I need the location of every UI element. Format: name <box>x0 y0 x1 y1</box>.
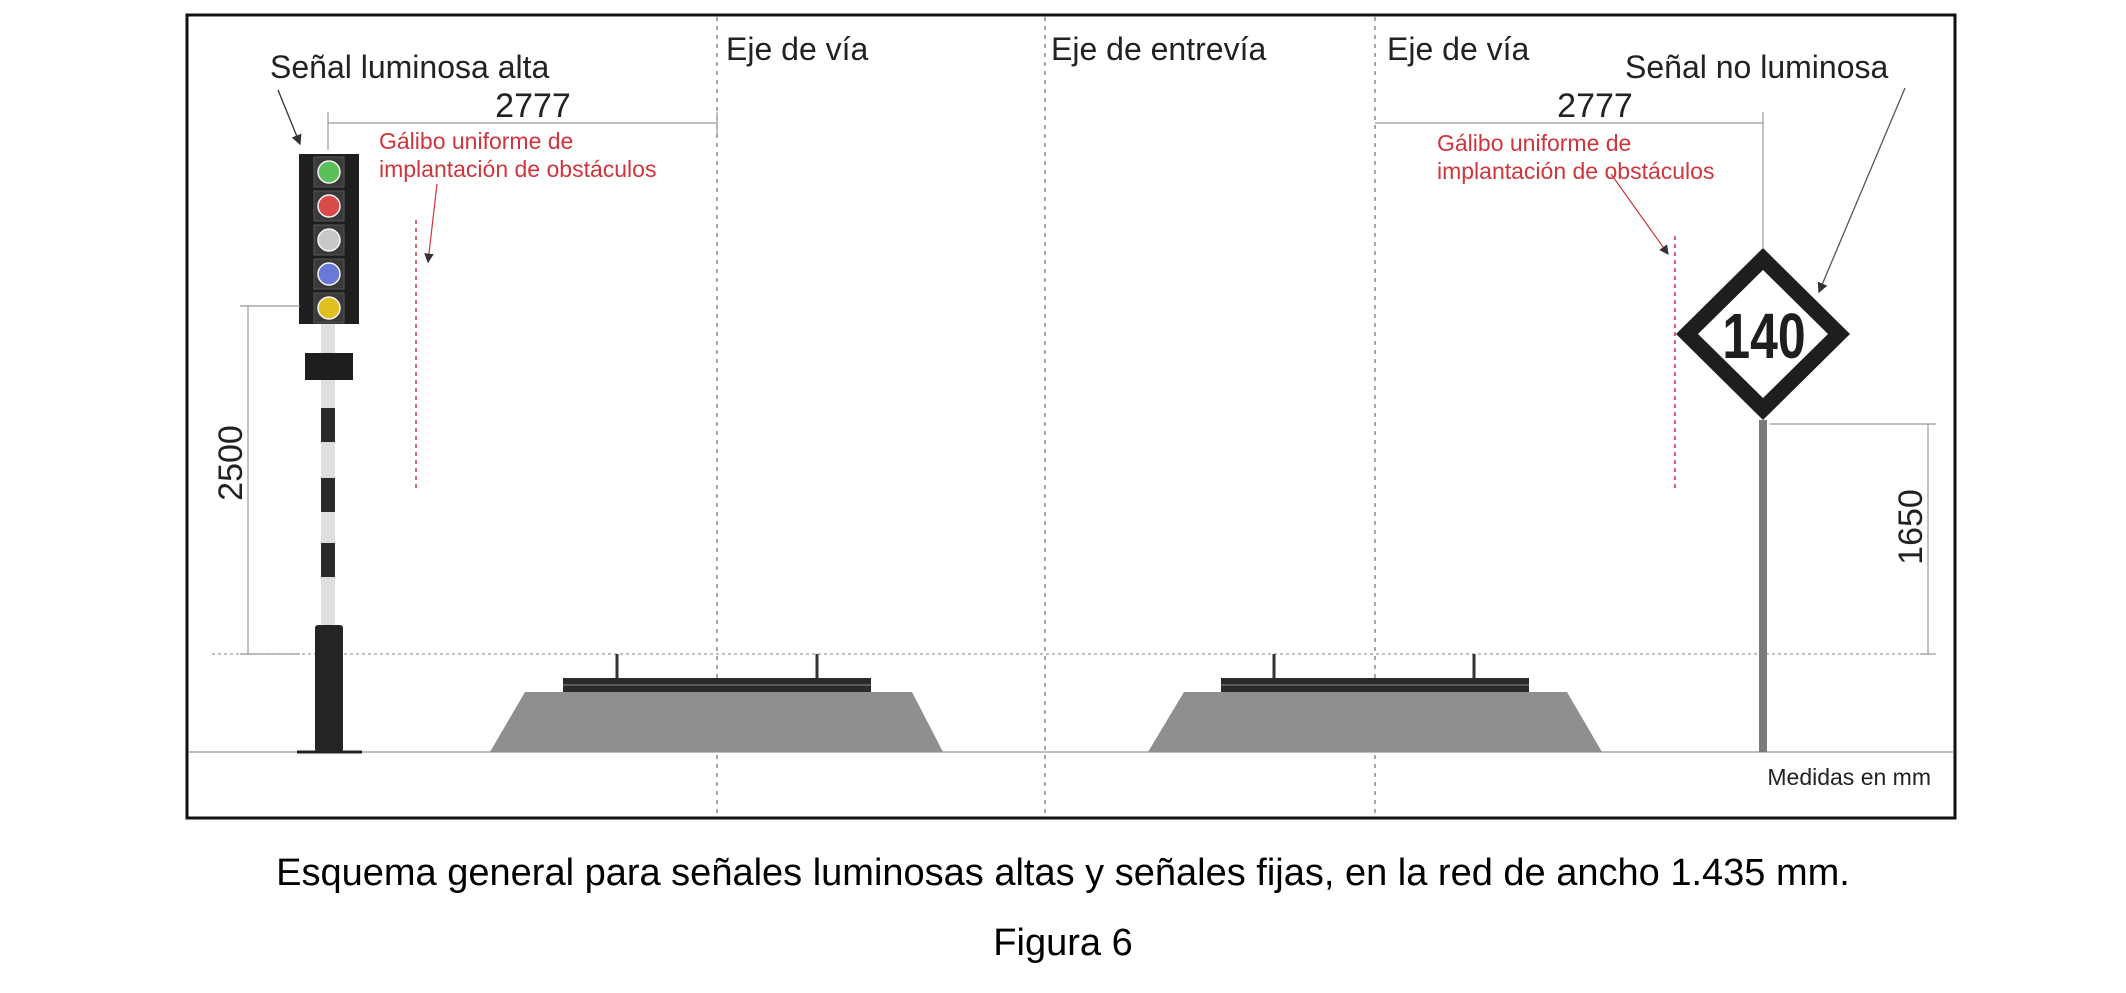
galibo-left-label-line1: Gálibo uniforme de <box>379 128 573 154</box>
track-left <box>490 654 943 752</box>
galibo-right-label-line2: implantación de obstáculos <box>1437 158 1714 184</box>
dimension-right-horizontal-value: 2777 <box>1557 87 1633 125</box>
figure-label: Figura 6 <box>993 922 1133 964</box>
eje-entrevia-label: Eje de entrevía <box>1051 31 1266 67</box>
ballast-left <box>490 692 943 752</box>
railway-signal-diagram: Eje de vía Eje de entrevía Eje de vía <box>185 13 1957 820</box>
sign-post <box>1759 420 1767 752</box>
dimension-left-horizontal: 2777 <box>327 87 718 150</box>
diagram-frame <box>185 13 1957 820</box>
signal-lamp <box>317 194 341 218</box>
senal-no-luminosa-label: Señal no luminosa <box>1625 49 1888 85</box>
galibo-right: Gálibo uniforme de implantación de obstá… <box>1437 130 1714 488</box>
eje-via-right-label: Eje de vía <box>1387 31 1530 67</box>
figure-caption: Esquema general para señales luminosas a… <box>276 852 1850 894</box>
signal-lamp <box>317 296 341 320</box>
senal-alta-label: Señal luminosa alta <box>270 49 549 85</box>
signal-junction-box <box>305 353 353 380</box>
medidas-label: Medidas en mm <box>1767 764 1931 790</box>
dimension-left-height: 2500 <box>212 305 300 655</box>
dimension-right-height-value: 1650 <box>1892 489 1930 565</box>
galibo-left: Gálibo uniforme de implantación de obstá… <box>379 128 656 488</box>
galibo-left-label-line2: implantación de obstáculos <box>379 156 656 182</box>
galibo-right-label-line1: Gálibo uniforme de <box>1437 130 1631 156</box>
dimension-right-horizontal: 2777 <box>1375 87 1764 248</box>
ballast-right <box>1148 692 1602 752</box>
signal-lamp <box>317 160 341 184</box>
senal-alta-leader <box>277 89 302 146</box>
senal-no-luminosa: 140 <box>1676 248 1850 752</box>
dimension-left-height-value: 2500 <box>212 425 250 501</box>
signal-base <box>315 625 343 752</box>
track-right <box>1148 654 1602 752</box>
signal-lamp <box>317 228 341 252</box>
eje-via-left-label: Eje de vía <box>726 31 869 67</box>
dimension-right-height: 1650 <box>1770 423 1936 655</box>
signal-lamp <box>317 262 341 286</box>
speed-sign-value: 140 <box>1722 301 1805 372</box>
senal-no-luminosa-leader <box>1817 87 1906 294</box>
dimension-left-horizontal-value: 2777 <box>495 87 571 125</box>
senal-luminosa-alta <box>297 154 362 754</box>
